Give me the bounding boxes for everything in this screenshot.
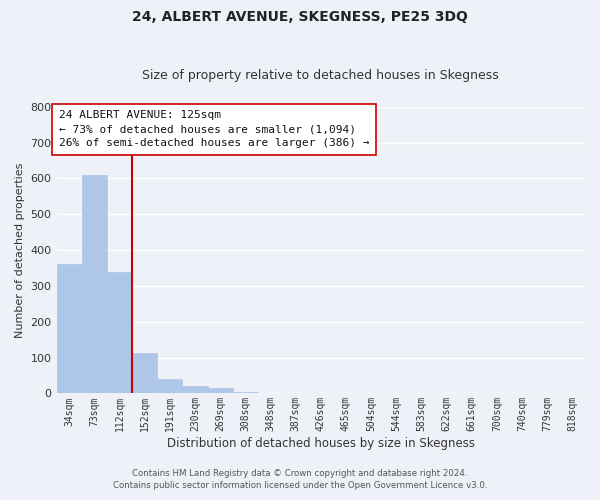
Y-axis label: Number of detached properties: Number of detached properties (15, 162, 25, 338)
Bar (82, 175, 107, 394)
Title: Size of property relative to detached houses in Skegness: Size of property relative to detached ho… (142, 69, 499, 82)
Bar (560, 392, 585, 394)
X-axis label: Distribution of detached houses by size in Skegness: Distribution of detached houses by size … (167, 437, 475, 450)
Bar (233, 392, 258, 394)
Bar (56, 264, 82, 394)
Bar (132, 353, 157, 394)
Text: Contains HM Land Registry data © Crown copyright and database right 2024.
Contai: Contains HM Land Registry data © Crown c… (113, 468, 487, 490)
Bar (157, 379, 182, 394)
Text: 24 ALBERT AVENUE: 125sqm
← 73% of detached houses are smaller (1,094)
26% of sem: 24 ALBERT AVENUE: 125sqm ← 73% of detach… (59, 110, 369, 148)
Text: 24, ALBERT AVENUE, SKEGNESS, PE25 3DQ: 24, ALBERT AVENUE, SKEGNESS, PE25 3DQ (132, 10, 468, 24)
Bar (182, 386, 208, 394)
Bar (208, 388, 233, 394)
Bar (107, 272, 132, 394)
